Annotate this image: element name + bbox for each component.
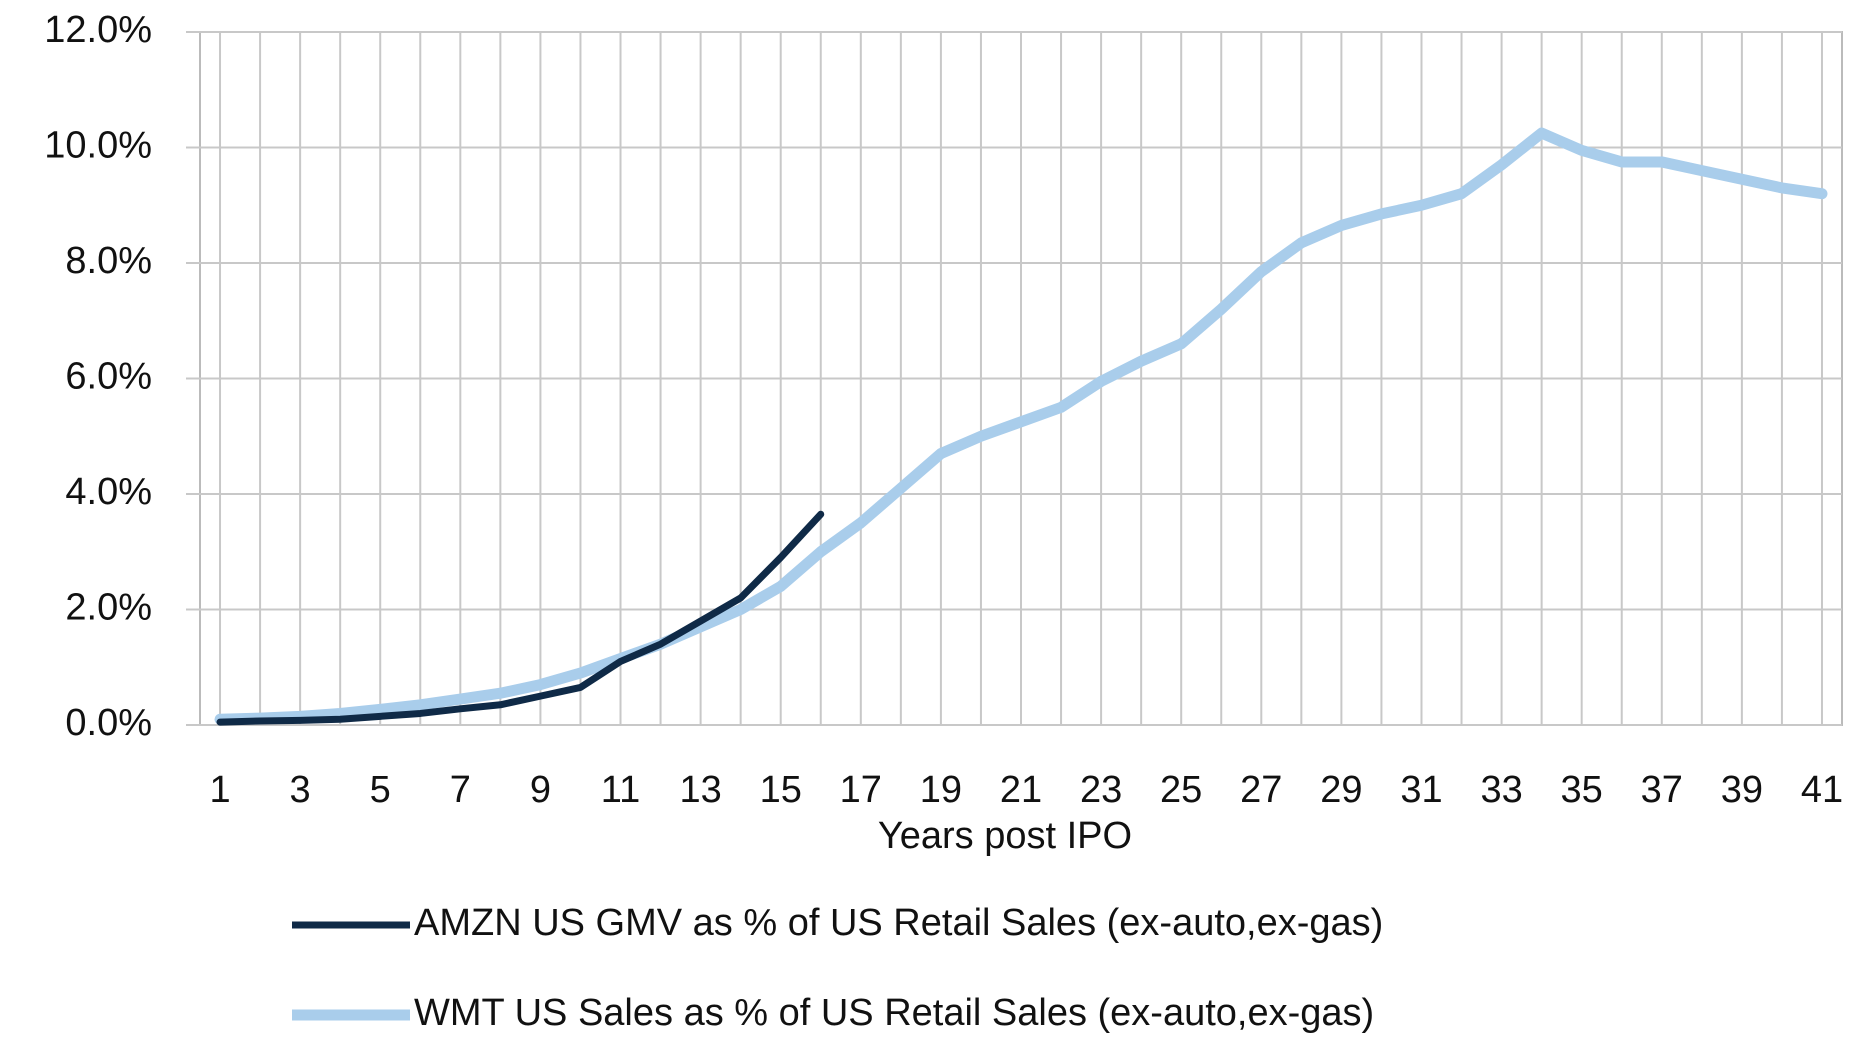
x-tick-label: 9	[530, 769, 551, 811]
y-tick-label: 12.0%	[44, 9, 152, 51]
y-tick-label: 10.0%	[44, 125, 152, 167]
y-tick-label: 8.0%	[65, 240, 152, 282]
series-line	[216, 510, 825, 726]
y-tick-label: 0.0%	[65, 702, 152, 744]
series-line	[214, 127, 1828, 725]
x-tick-label: 37	[1641, 769, 1683, 811]
x-tick-label: 33	[1480, 769, 1522, 811]
x-tick-label: 27	[1240, 769, 1282, 811]
x-tick-label: 23	[1080, 769, 1122, 811]
x-axis-label: Years post IPO	[878, 815, 1132, 857]
x-tick-label: 17	[840, 769, 882, 811]
x-tick-label: 11	[601, 769, 640, 811]
x-tick-label: 31	[1400, 769, 1442, 811]
x-tick-label: 29	[1320, 769, 1362, 811]
x-tick-label: 5	[370, 769, 391, 811]
x-tick-label: 41	[1801, 769, 1843, 811]
legend-label: WMT US Sales as % of US Retail Sales (ex…	[414, 992, 1374, 1034]
x-tick-label: 35	[1561, 769, 1603, 811]
legend-label: AMZN US GMV as % of US Retail Sales (ex-…	[414, 902, 1383, 944]
x-tick-label: 1	[209, 769, 230, 811]
x-tick-label: 13	[679, 769, 721, 811]
x-tick-label: 39	[1721, 769, 1763, 811]
x-tick-label: 21	[1000, 769, 1042, 811]
x-tick-label: 15	[760, 769, 802, 811]
y-tick-label: 4.0%	[65, 471, 152, 513]
y-tick-label: 6.0%	[65, 356, 152, 398]
x-tick-label: 7	[450, 769, 471, 811]
x-tick-label: 19	[920, 769, 962, 811]
x-tick-label: 3	[290, 769, 311, 811]
y-tick-label: 2.0%	[65, 587, 152, 629]
x-tick-label: 25	[1160, 769, 1202, 811]
